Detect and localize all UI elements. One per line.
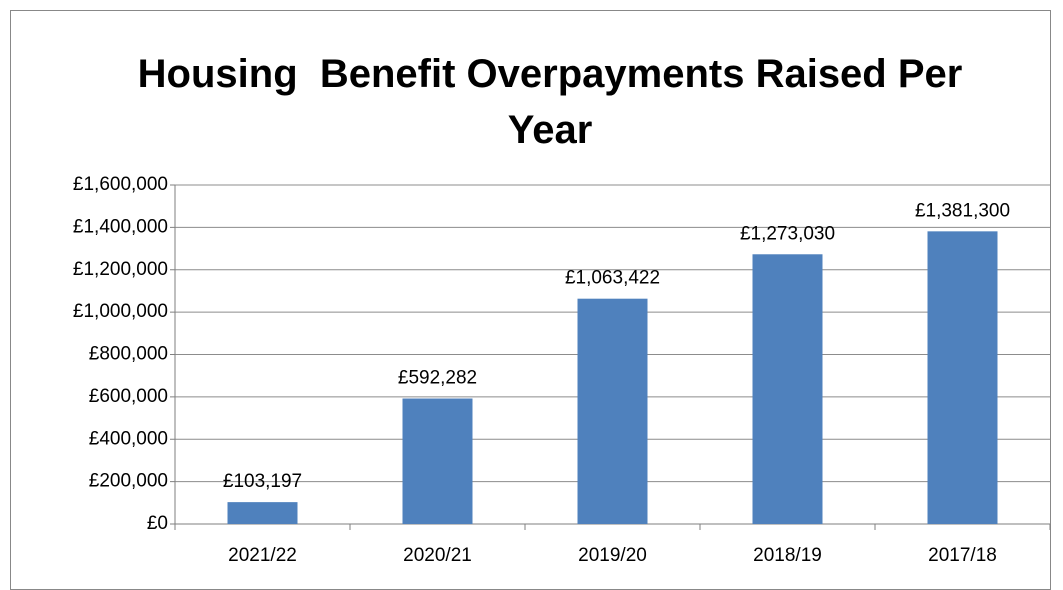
data-label: £1,273,030	[740, 223, 835, 244]
data-label: £1,381,300	[915, 200, 1010, 221]
y-tick-label: £1,200,000	[73, 259, 168, 280]
data-label: £592,282	[398, 368, 477, 389]
y-tick-label: £1,600,000	[73, 174, 168, 195]
bar	[577, 298, 648, 524]
data-label: £1,063,422	[565, 268, 660, 289]
y-tick-label: £1,400,000	[73, 216, 168, 237]
x-tick-label: 2018/19	[753, 545, 822, 566]
bar	[227, 502, 298, 524]
y-tick-label: £400,000	[89, 428, 168, 449]
bar	[752, 254, 823, 524]
x-tick-label: 2020/21	[403, 545, 472, 566]
y-tick-label: £600,000	[89, 386, 168, 407]
chart-title: Housing Benefit Overpayments Raised Per …	[137, 52, 973, 152]
y-tick-label: £200,000	[89, 471, 168, 492]
bar	[402, 398, 473, 524]
x-tick-label: 2019/20	[578, 545, 647, 566]
x-tick-label: 2017/18	[928, 545, 997, 566]
bar	[927, 231, 998, 524]
x-tick-label: 2021/22	[228, 545, 297, 566]
y-tick-label: £0	[147, 513, 168, 534]
y-tick-label: £1,000,000	[73, 301, 168, 322]
data-label: £103,197	[223, 471, 302, 492]
y-tick-label: £800,000	[89, 344, 168, 365]
